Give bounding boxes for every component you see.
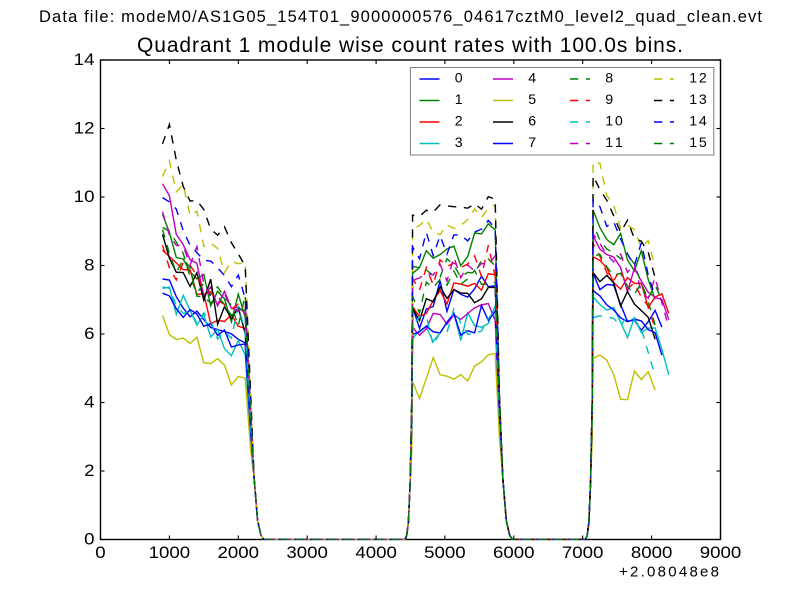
svg-text:8: 8 xyxy=(605,71,613,87)
svg-text:6000: 6000 xyxy=(493,543,535,562)
svg-text:4: 4 xyxy=(528,71,536,87)
svg-text:2: 2 xyxy=(455,114,463,130)
svg-text:11: 11 xyxy=(605,135,623,151)
svg-text:14: 14 xyxy=(689,114,707,130)
svg-text:10: 10 xyxy=(74,187,95,206)
svg-text:6: 6 xyxy=(528,114,536,130)
svg-text:5: 5 xyxy=(528,92,536,108)
svg-text:Quadrant 1 module wise count r: Quadrant 1 module wise count rates with … xyxy=(137,34,683,57)
svg-text:6: 6 xyxy=(84,324,94,343)
svg-text:0: 0 xyxy=(95,543,105,562)
svg-text:8: 8 xyxy=(84,255,94,274)
svg-text:0: 0 xyxy=(84,529,94,548)
svg-text:10: 10 xyxy=(605,114,623,130)
svg-text:2000: 2000 xyxy=(218,543,260,562)
svg-text:3000: 3000 xyxy=(286,543,328,562)
svg-text:9: 9 xyxy=(605,92,613,108)
svg-text:8000: 8000 xyxy=(631,543,673,562)
svg-text:7000: 7000 xyxy=(562,543,604,562)
svg-text:1: 1 xyxy=(455,92,463,108)
svg-text:9000: 9000 xyxy=(700,543,742,562)
svg-text:14: 14 xyxy=(74,50,95,69)
svg-text:7: 7 xyxy=(528,135,536,151)
svg-text:4000: 4000 xyxy=(355,543,397,562)
svg-text:0: 0 xyxy=(455,71,463,87)
svg-text:5000: 5000 xyxy=(424,543,466,562)
svg-text:1000: 1000 xyxy=(149,543,191,562)
svg-text:4: 4 xyxy=(84,392,94,411)
svg-text:2: 2 xyxy=(84,461,94,480)
svg-text:3: 3 xyxy=(455,135,463,151)
svg-text:Data file: modeM0/AS1G05_154T0: Data file: modeM0/AS1G05_154T01_90000005… xyxy=(39,8,762,26)
svg-text:13: 13 xyxy=(689,92,707,108)
svg-text:12: 12 xyxy=(689,71,707,87)
svg-text:12: 12 xyxy=(74,118,95,137)
svg-text:+2.08048e8: +2.08048e8 xyxy=(619,563,719,580)
svg-text:15: 15 xyxy=(689,135,707,151)
